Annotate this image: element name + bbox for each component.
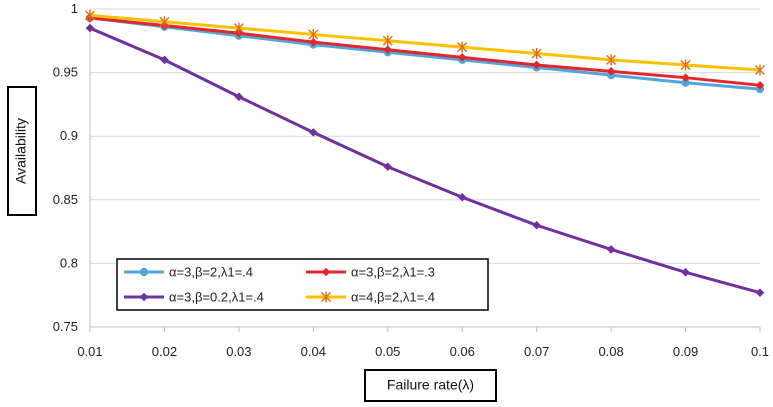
data-point — [755, 64, 765, 76]
legend-label: α=4,β=2,λ1=.4 — [351, 290, 435, 305]
data-point — [681, 73, 690, 82]
legend-label: α=3,β=0.2,λ1=.4 — [169, 290, 264, 305]
series-line — [89, 16, 761, 91]
x-tick-labels: 0.01 0.02 0.03 0.04 0.05 0.06 0.07 0.08 0.09 0.1 — [77, 344, 769, 359]
y-tick-label: 0.85 — [53, 192, 78, 207]
data-point — [308, 28, 319, 40]
x-tick-label: 0.09 — [673, 344, 698, 359]
series-line — [89, 26, 761, 295]
data-point — [85, 9, 95, 21]
data-point — [755, 288, 765, 297]
data-point — [382, 35, 393, 47]
data-point — [383, 45, 393, 55]
x-tick-label: 0.01 — [77, 344, 102, 359]
y-axis-title: Availability — [13, 118, 29, 184]
x-axis-title-box: Failure rate(λ) — [364, 369, 497, 402]
y-tick-label: 0.8 — [60, 255, 78, 270]
x-axis-title: Failure rate(λ) — [387, 377, 474, 393]
data-point — [531, 48, 542, 60]
legend-entry: α=3,β=2,λ1=.4 — [124, 265, 253, 280]
data-point — [139, 292, 149, 302]
y-tick-labels: 0.75 0.8 0.85 0.9 0.95 1 — [53, 1, 78, 334]
x-tick-label: 0.02 — [152, 344, 177, 359]
series-line — [89, 16, 761, 87]
legend-label: α=3,β=2,λ1=.3 — [351, 265, 435, 280]
legend-label: α=3,β=2,λ1=.4 — [169, 265, 253, 280]
data-point — [321, 267, 331, 277]
axes — [89, 9, 761, 332]
x-tick-label: 0.03 — [226, 344, 251, 359]
series-3 — [85, 23, 765, 297]
legend-entry: α=3,β=0.2,λ1=.4 — [124, 290, 264, 305]
x-tick-label: 0.1 — [751, 344, 769, 359]
data-point — [606, 54, 617, 66]
x-tick-label: 0.07 — [524, 344, 549, 359]
data-point — [457, 192, 467, 202]
series-line — [89, 13, 761, 72]
x-tick-label: 0.08 — [598, 344, 623, 359]
data-point — [234, 92, 244, 102]
y-tick-label: 0.9 — [60, 128, 78, 143]
data-point — [383, 162, 393, 172]
y-tick-label: 0.95 — [53, 65, 78, 80]
y-axis-title-box: Availability — [7, 86, 37, 216]
data-point — [532, 220, 541, 230]
y-tick-label: 0.75 — [53, 319, 78, 334]
data-point — [309, 37, 318, 47]
legend-entry: α=4,β=2,λ1=.4 — [306, 290, 435, 305]
data-point — [159, 16, 170, 28]
data-point — [321, 291, 331, 303]
data-point — [755, 81, 765, 90]
data-point — [680, 59, 691, 71]
data-point — [457, 53, 467, 62]
data-point — [457, 41, 468, 53]
data-point — [309, 128, 318, 137]
data-point — [532, 60, 541, 70]
y-tick-label: 1 — [71, 1, 78, 16]
x-tick-label: 0.05 — [375, 344, 400, 359]
data-point — [139, 267, 149, 277]
data-point — [160, 55, 169, 65]
data-point — [233, 22, 244, 34]
data-point — [606, 67, 616, 76]
series-4 — [85, 9, 765, 76]
x-tick-label: 0.06 — [450, 344, 475, 359]
data-point — [681, 268, 690, 277]
x-tick-label: 0.04 — [301, 344, 326, 359]
data-point — [606, 245, 616, 254]
legend-entry: α=3,β=2,λ1=.3 — [306, 265, 435, 280]
data-series — [85, 9, 765, 297]
legend: α=3,β=2,λ1=.4 α=3,β=2,λ1=.3 α=3,β=0.2,λ1=.… — [116, 258, 489, 311]
data-point — [85, 23, 95, 33]
